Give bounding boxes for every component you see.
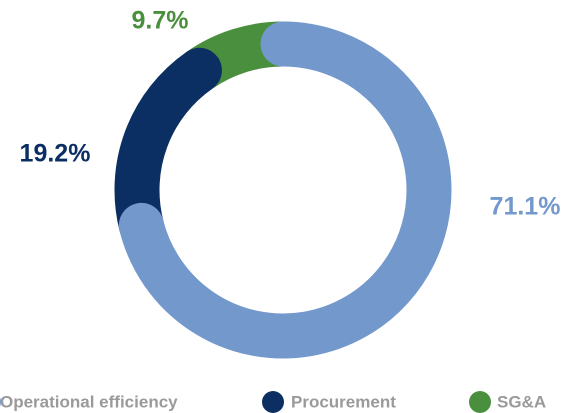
legend-item: SG&A bbox=[469, 391, 546, 413]
data-label: 19.2% bbox=[20, 140, 91, 168]
legend-label: Operational efficiency bbox=[0, 392, 178, 411]
legend-label: SG&A bbox=[497, 392, 546, 411]
legend-item: Operational efficiency bbox=[0, 392, 178, 411]
data-label: 9.7% bbox=[132, 7, 189, 35]
legend-label: Procurement bbox=[291, 392, 396, 411]
legend-swatch bbox=[262, 391, 284, 413]
legend-swatch bbox=[469, 391, 491, 413]
data-label: 71.1% bbox=[490, 193, 561, 221]
legend-item: Procurement bbox=[262, 391, 396, 413]
donut-segment bbox=[114, 47, 222, 248]
legend-swatch bbox=[0, 397, 1, 407]
donut-segment bbox=[118, 21, 452, 359]
